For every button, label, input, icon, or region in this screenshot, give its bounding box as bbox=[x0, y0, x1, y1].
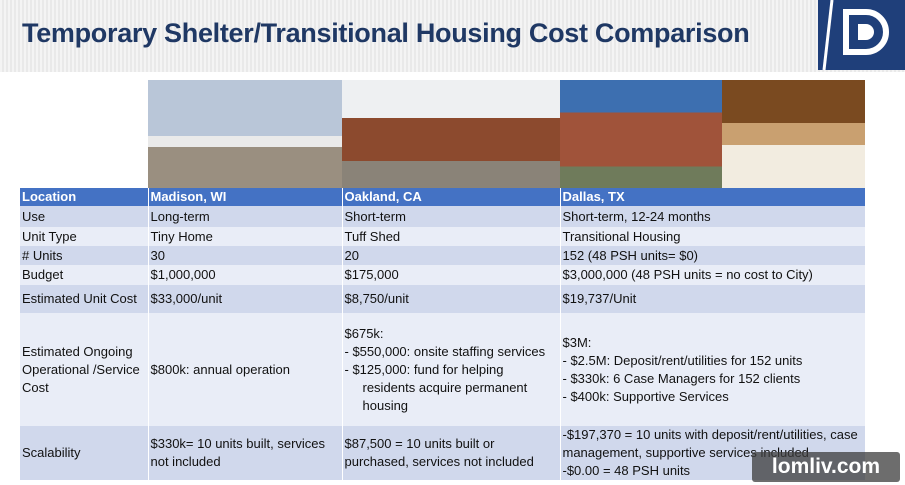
table-cell: $19,737/Unit bbox=[560, 285, 866, 313]
header-row: Location Madison, WI Oakland, CA Dallas, TX bbox=[20, 188, 866, 206]
table-row: Budget $1,000,000 $175,000 $3,000,000 (48 P… bbox=[20, 265, 866, 285]
title: Temporary Shelter/Transitional Housing C… bbox=[22, 18, 750, 48]
table-cell: 30 bbox=[148, 246, 343, 265]
photo-madison bbox=[148, 80, 342, 188]
header-cell: Madison, WI bbox=[148, 188, 343, 206]
table-cell: $87,500 = 10 units built or purchased, s… bbox=[342, 426, 561, 480]
table-cell: $3M: - $2.5M: Deposit/rent/utilities for … bbox=[560, 313, 866, 426]
photo-dallas-exterior bbox=[560, 80, 722, 188]
table-cell: $8,750/unit bbox=[342, 285, 561, 313]
table-cell: Use bbox=[20, 206, 149, 227]
table-cell: $1,000,000 bbox=[148, 265, 343, 285]
logo bbox=[818, 0, 905, 70]
table-cell: $175,000 bbox=[342, 265, 561, 285]
table-cell: Short-term bbox=[342, 206, 561, 227]
cell-line: - $550,000: onsite staffing services bbox=[344, 343, 546, 359]
table-cell: Tiny Home bbox=[148, 227, 343, 246]
header-cell: Location bbox=[20, 188, 149, 206]
table-row: Scalability $330k= 10 units built, servic… bbox=[20, 426, 866, 480]
table-cell: Estimated Ongoing Operational /Service C… bbox=[20, 313, 149, 426]
table-cell: Short-term, 12-24 months bbox=[560, 206, 866, 227]
table-cell: $33,000/unit bbox=[148, 285, 343, 313]
watermark: lomliv.com bbox=[752, 452, 900, 482]
cell-line: $3M: bbox=[562, 334, 592, 350]
header-cell: Dallas, TX bbox=[560, 188, 866, 206]
table-row: Estimated Unit Cost $33,000/unit $8,750/un… bbox=[20, 285, 866, 313]
table-cell: $330k= 10 units built, services not incl… bbox=[148, 426, 343, 480]
title-bar: Temporary Shelter/Transitional Housing C… bbox=[0, 0, 905, 72]
table-cell: Transitional Housing bbox=[560, 227, 866, 246]
cell-line: - $330k: 6 Case Managers for 152 clients bbox=[562, 370, 801, 386]
photo-oakland bbox=[342, 80, 560, 188]
table-cell: Long-term bbox=[148, 206, 343, 227]
cell-line: -$0.00 = 48 PSH units bbox=[562, 463, 691, 478]
cell-line: $675k: bbox=[344, 325, 384, 341]
table-cell: $675k: - $550,000: onsite staffing servic… bbox=[342, 313, 561, 426]
cell-line: -$197,370 = 10 units with deposit/rent/u… bbox=[562, 427, 858, 460]
table-cell: 152 (48 PSH units= $0) bbox=[560, 246, 866, 265]
table-cell: 20 bbox=[342, 246, 561, 265]
cell-line: - $400k: Supportive Services bbox=[562, 388, 729, 404]
table-cell: Budget bbox=[20, 265, 149, 285]
table-row: Unit Type Tiny Home Tuff Shed Transitional … bbox=[20, 227, 866, 246]
cell-line: - $2.5M: Deposit/rent/utilities for 152 … bbox=[562, 352, 803, 368]
table-cell: $3,000,000 (48 PSH units = no cost to Ci… bbox=[560, 265, 866, 285]
table-cell: Estimated Unit Cost bbox=[20, 285, 149, 313]
table-row: # Units 30 20 152 (48 PSH units= $0) bbox=[20, 246, 866, 265]
table-cell: Tuff Shed bbox=[342, 227, 561, 246]
table-row: Estimated Ongoing Operational /Service C… bbox=[20, 313, 866, 426]
cost-table: Location Madison, WI Oakland, CA Dallas, TX… bbox=[20, 188, 866, 480]
table-cell: Scalability bbox=[20, 426, 149, 480]
table-cell: $800k: annual operation bbox=[148, 313, 343, 426]
photo-dallas-room bbox=[722, 80, 865, 188]
table-row: Use Long-term Short-term Short-term, 12-24 … bbox=[20, 206, 866, 227]
table-cell: # Units bbox=[20, 246, 149, 265]
cell-line: - $125,000: fund for helping residents a… bbox=[344, 361, 528, 413]
table-cell: Unit Type bbox=[20, 227, 149, 246]
header-cell: Oakland, CA bbox=[342, 188, 561, 206]
